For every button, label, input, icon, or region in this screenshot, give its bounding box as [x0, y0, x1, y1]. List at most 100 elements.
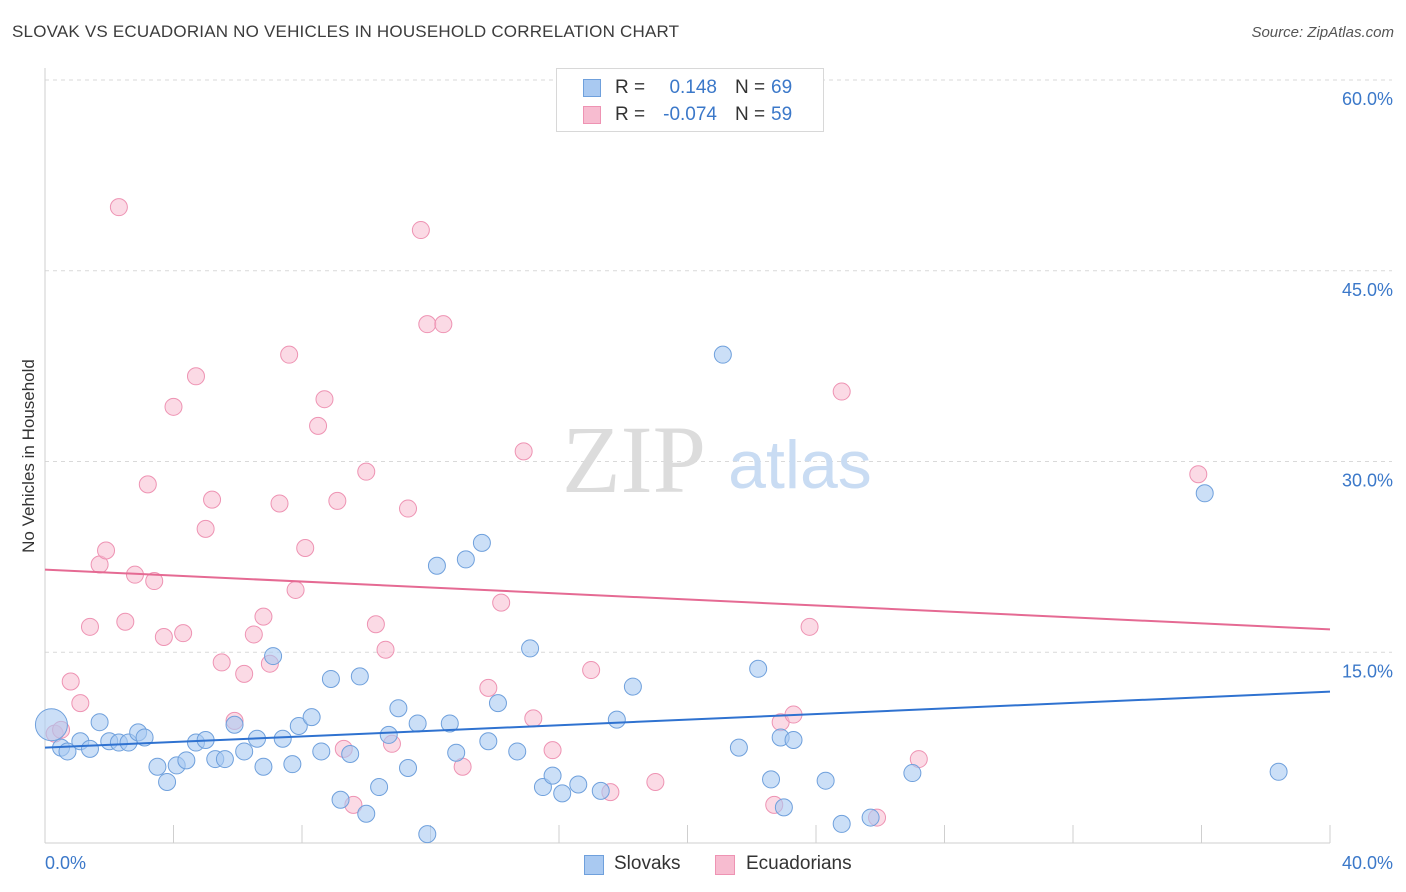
slovak-point	[283, 755, 302, 774]
r-value: -0.074	[663, 104, 717, 125]
slovak-point	[774, 798, 793, 817]
ecuadorian-point	[543, 741, 562, 760]
slovak-point	[861, 808, 880, 827]
slovak-point	[456, 550, 475, 569]
slovaks-swatch	[584, 855, 604, 875]
x-tick-label: 40.0%	[1342, 853, 1393, 873]
ecuadorian-point	[832, 382, 851, 401]
gridlines	[45, 79, 1392, 653]
slovak-point	[350, 667, 369, 686]
slovak-point	[215, 750, 234, 769]
r-label: R =	[615, 77, 646, 98]
ecuadorian-point	[800, 617, 819, 636]
slovak-point	[729, 738, 748, 757]
y-tick-label: 45.0%	[1342, 280, 1393, 300]
ecuadorian-point	[366, 615, 385, 634]
slovak-point	[427, 556, 446, 575]
ecuadorian-point	[582, 661, 601, 680]
slovaks-trend-line	[44, 690, 1331, 749]
slovak-point	[341, 744, 360, 763]
y-tick-label: 30.0%	[1342, 471, 1393, 491]
slovak-point	[784, 730, 803, 749]
r-value: 0.148	[669, 77, 717, 98]
legend-row-ecuadorians: R = -0.074 N = 59	[557, 102, 823, 128]
ecuadorian-point	[196, 519, 215, 538]
slovak-point	[357, 804, 376, 823]
ecuadorian-point	[286, 580, 305, 599]
source-label: Source: ZipAtlas.com	[1251, 24, 1394, 41]
watermark-zip: ZIP	[562, 406, 706, 513]
slovak-point	[389, 699, 408, 718]
y-tick-label: 15.0%	[1342, 661, 1393, 681]
ecuadorian-point	[97, 541, 116, 560]
slovak-point	[508, 742, 527, 761]
ecuadorian-point	[376, 640, 395, 659]
ecuadorian-point	[315, 390, 334, 409]
legend-row-slovaks: R = 0.148 N = 69	[557, 75, 823, 101]
n-value: 69	[771, 77, 793, 98]
ecuadorian-point	[296, 538, 315, 557]
ecuadorian-point	[186, 367, 205, 386]
slovaks-swatch	[583, 79, 601, 97]
ecuadorian-point	[270, 494, 289, 513]
ecuadorian-point	[514, 442, 533, 461]
ecuadorians-trend-line	[44, 568, 1331, 631]
ecuadorian-point	[492, 593, 511, 612]
slovak-point	[158, 772, 177, 791]
slovak-point	[762, 770, 781, 789]
legend-label: Slovaks	[614, 853, 681, 874]
slovak-point	[331, 790, 350, 809]
slovak-point	[177, 751, 196, 770]
slovak-point	[264, 647, 283, 666]
slovak-point	[399, 758, 418, 777]
slovak-point	[80, 739, 99, 758]
slovak-point	[1269, 762, 1288, 781]
ecuadorian-point	[154, 627, 173, 646]
slovak-point	[607, 710, 626, 729]
ecuadorians-swatch	[715, 855, 735, 875]
ecuadorian-point	[646, 772, 665, 791]
slovak-point	[816, 771, 835, 790]
slovak-point	[289, 717, 308, 736]
slovak-point	[832, 814, 851, 833]
correlation-legend: R = 0.148 N = 69 R = -0.074 N = 59	[556, 68, 824, 132]
ecuadorian-point	[479, 678, 498, 697]
slovak-point	[312, 742, 331, 761]
slovak-point	[488, 694, 507, 713]
ecuadorian-point	[116, 612, 135, 631]
slovak-point	[254, 757, 273, 776]
n-value: 59	[771, 104, 793, 125]
slovak-point	[591, 781, 610, 800]
ecuadorian-point	[434, 315, 453, 334]
ecuadorian-point	[109, 198, 128, 217]
ecuadorian-point	[411, 221, 430, 240]
slovak-point	[370, 778, 389, 797]
watermark: ZIP atlas	[562, 406, 872, 513]
trend-lines	[44, 568, 1331, 749]
ecuadorian-point	[357, 462, 376, 481]
ecuadorian-point	[164, 397, 183, 416]
ecuadorian-point	[203, 490, 222, 509]
ecuadorian-point	[174, 624, 193, 643]
slovak-point	[623, 677, 642, 696]
ecuadorian-point	[145, 572, 164, 591]
slovak-point	[713, 345, 732, 364]
slovak-point	[521, 639, 540, 658]
slovak-point	[90, 713, 109, 732]
slovak-point	[379, 725, 398, 744]
ecuadorian-point	[71, 694, 90, 713]
slovak-point	[479, 732, 498, 751]
slovak-point	[273, 729, 292, 748]
ecuadorian-point	[212, 653, 231, 672]
y-axis-label: No Vehicles in Household	[19, 359, 38, 553]
watermark-atlas: atlas	[728, 427, 872, 503]
slovak-point	[447, 743, 466, 762]
slovak-point	[749, 659, 768, 678]
ecuadorians-swatch	[583, 106, 601, 124]
ecuadorian-point	[244, 625, 263, 644]
chart-title: SLOVAK VS ECUADORIAN NO VEHICLES IN HOUS…	[12, 22, 680, 41]
ecuadorian-point	[418, 315, 437, 334]
ecuadorian-point	[280, 345, 299, 364]
x-tick-label: 0.0%	[45, 853, 86, 873]
